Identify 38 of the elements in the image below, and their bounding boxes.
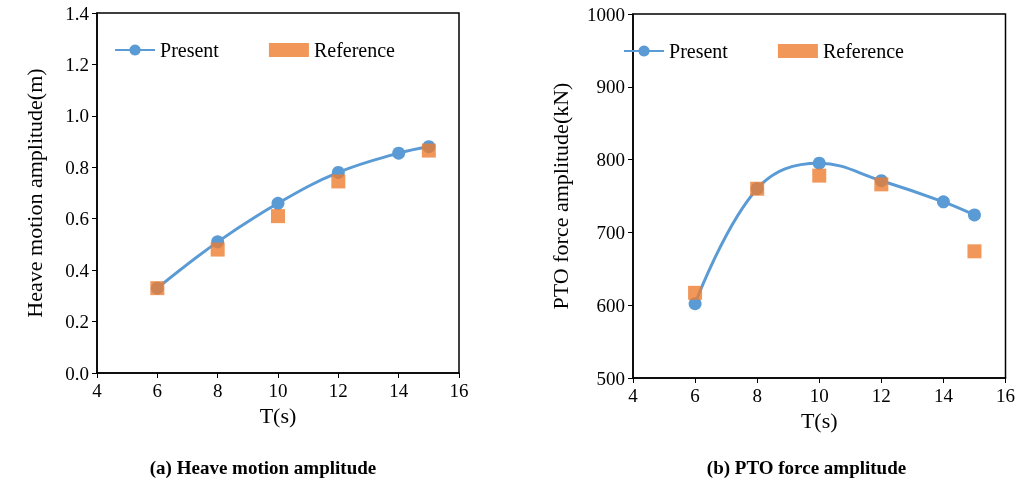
x-tick-label: 6 xyxy=(690,385,700,406)
x-tick-label: 14 xyxy=(389,380,409,401)
y-tick-label: 600 xyxy=(596,294,625,316)
y-axis-title: PTO force amplitude(kN) xyxy=(547,82,573,310)
y-axis-title: Heave motion amplitude(m) xyxy=(21,68,47,318)
x-tick-label: 14 xyxy=(933,385,954,406)
y-tick-label: 0.6 xyxy=(65,208,89,230)
y-tick-label: 0.0 xyxy=(65,362,89,384)
x-tick-label: 8 xyxy=(212,380,223,401)
x-tick-label: 6 xyxy=(152,380,163,401)
y-tick-label: 0.2 xyxy=(65,311,89,333)
text: (b) PTO force amplitude xyxy=(706,457,907,479)
y-tick-label: 800 xyxy=(596,149,625,171)
y-tick-label: 900 xyxy=(596,76,625,98)
x-tick-label: 4 xyxy=(92,380,103,401)
legend-label: Present xyxy=(160,39,220,61)
y-tick-label: 0.4 xyxy=(65,259,90,281)
x-tick-label: 10 xyxy=(268,380,288,401)
x-tick-label: 12 xyxy=(328,380,348,401)
y-tick-label: 1.4 xyxy=(65,2,90,24)
y-tick-label: 1.2 xyxy=(65,53,89,75)
y-tick-label: 500 xyxy=(596,367,625,389)
text: (a) Heave motion amplitude xyxy=(149,457,377,479)
legend-label: Reference xyxy=(822,40,905,62)
y-tick-label: 1.0 xyxy=(65,105,89,127)
x-tick-label: 8 xyxy=(752,385,762,406)
x-tick-label: 16 xyxy=(996,385,1015,406)
y-tick-label: 700 xyxy=(596,221,625,243)
x-tick-label: 4 xyxy=(628,385,639,406)
x-axis-title: T(s) xyxy=(259,403,297,429)
x-tick-label: 10 xyxy=(809,385,829,406)
y-tick-label: 0.8 xyxy=(65,156,89,178)
legend-label: Reference xyxy=(313,39,396,61)
x-tick-label: 12 xyxy=(871,385,891,406)
x-axis-title: T(s) xyxy=(800,408,838,434)
x-tick-label: 16 xyxy=(449,380,469,401)
legend-label: Present xyxy=(669,40,729,62)
y-tick-label: 1000 xyxy=(587,3,625,25)
